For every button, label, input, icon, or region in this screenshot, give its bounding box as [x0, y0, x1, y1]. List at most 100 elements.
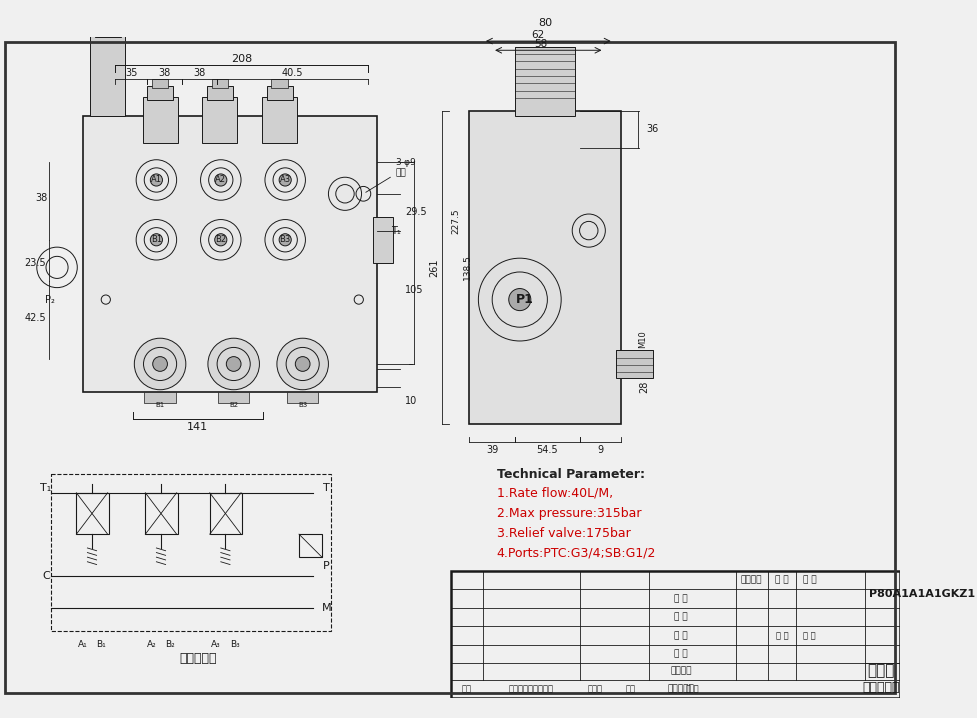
Text: 日期: 日期: [624, 684, 634, 694]
Bar: [148, 86, 173, 100]
Bar: [218, 391, 249, 403]
Circle shape: [150, 234, 162, 246]
Text: 141: 141: [187, 421, 208, 432]
Text: 208: 208: [231, 55, 252, 65]
Bar: [372, 217, 393, 263]
Bar: [616, 350, 653, 378]
Circle shape: [278, 234, 291, 246]
Bar: [207, 86, 233, 100]
Text: 54.5: 54.5: [536, 444, 558, 454]
Bar: [202, 97, 237, 143]
Text: 制 图: 制 图: [673, 612, 687, 622]
Circle shape: [278, 174, 291, 186]
Text: 1.Rate flow:40L/M,: 1.Rate flow:40L/M,: [496, 486, 613, 499]
Text: B2: B2: [215, 236, 226, 244]
Bar: [515, 47, 574, 116]
Text: A₁: A₁: [78, 640, 88, 649]
Text: 58: 58: [533, 39, 546, 49]
Text: 62: 62: [531, 29, 544, 39]
Text: 39: 39: [486, 444, 498, 454]
Text: 审 核: 审 核: [685, 684, 698, 694]
Bar: [469, 111, 620, 424]
Bar: [299, 534, 321, 557]
Text: A1: A1: [150, 175, 162, 185]
Text: 校 对: 校 对: [673, 649, 687, 658]
Text: 更改内容或版本依据: 更改内容或版本依据: [508, 684, 553, 694]
Text: B3: B3: [279, 236, 290, 244]
Bar: [211, 79, 228, 88]
Bar: [145, 391, 176, 403]
Text: 3.Relief valve:175bar: 3.Relief valve:175bar: [496, 527, 630, 540]
Circle shape: [295, 357, 310, 371]
Text: B3: B3: [298, 402, 307, 409]
Text: 38: 38: [193, 68, 205, 78]
Text: T: T: [322, 483, 329, 493]
Text: P80A1A1A1GKZ1: P80A1A1A1GKZ1: [869, 589, 974, 599]
Text: B₂: B₂: [165, 640, 175, 649]
Text: P1: P1: [515, 293, 532, 306]
Text: B1: B1: [150, 236, 162, 244]
Text: 29.5: 29.5: [404, 208, 426, 217]
Bar: [209, 493, 241, 534]
Text: 标准化检查: 标准化检查: [666, 684, 694, 694]
Text: 关 键: 关 键: [775, 631, 787, 640]
Circle shape: [150, 174, 162, 186]
Bar: [286, 391, 318, 403]
Text: 图样标记: 图样标记: [741, 576, 762, 584]
Text: B₃: B₃: [230, 640, 239, 649]
Bar: [76, 493, 108, 534]
Text: B₁: B₁: [96, 640, 106, 649]
Text: A₃: A₃: [211, 640, 221, 649]
Bar: [83, 116, 377, 391]
Text: B1: B1: [155, 402, 164, 409]
Text: A2: A2: [215, 175, 226, 185]
Text: 标记: 标记: [461, 684, 471, 694]
Text: B2: B2: [229, 402, 238, 409]
Text: 105: 105: [404, 285, 423, 295]
Text: 36: 36: [645, 124, 658, 134]
Text: T₁: T₁: [391, 225, 400, 236]
Text: M10: M10: [637, 330, 646, 348]
Bar: [151, 79, 168, 88]
Circle shape: [215, 234, 227, 246]
Text: 审 图: 审 图: [673, 631, 687, 640]
Text: 重 要: 重 要: [802, 631, 815, 640]
Bar: [271, 79, 287, 88]
Text: 比 例: 比 例: [802, 576, 816, 584]
Text: 23.5: 23.5: [24, 258, 46, 268]
Circle shape: [134, 338, 186, 390]
Text: 更改人: 更改人: [587, 684, 602, 694]
Bar: [146, 493, 178, 534]
Bar: [267, 86, 292, 100]
Text: 2.Max pressure:315bar: 2.Max pressure:315bar: [496, 506, 641, 520]
Bar: [51, 475, 331, 631]
Text: 35: 35: [125, 68, 137, 78]
Text: 重 量: 重 量: [775, 576, 788, 584]
Circle shape: [508, 289, 531, 311]
Text: 227.5: 227.5: [450, 208, 459, 234]
Bar: [90, 33, 125, 116]
Text: T₁: T₁: [40, 483, 52, 493]
Text: 38: 38: [35, 193, 48, 203]
Text: C: C: [42, 571, 50, 581]
Text: 工艺检查: 工艺检查: [669, 667, 691, 676]
Text: 40.5: 40.5: [281, 68, 303, 78]
Bar: [95, 19, 120, 37]
Text: 多路阀: 多路阀: [867, 663, 894, 678]
Text: Technical Parameter:: Technical Parameter:: [496, 468, 644, 481]
Text: 138.5: 138.5: [462, 254, 471, 280]
Text: 9: 9: [597, 444, 603, 454]
Circle shape: [152, 357, 167, 371]
Text: 10: 10: [404, 396, 416, 406]
Bar: [262, 97, 297, 143]
Text: 液压原理图: 液压原理图: [179, 652, 216, 665]
Bar: [143, 97, 178, 143]
Text: 261: 261: [429, 258, 439, 276]
Text: 3-φ9
通孔: 3-φ9 通孔: [365, 158, 416, 192]
Circle shape: [226, 357, 240, 371]
Text: M: M: [321, 603, 331, 612]
Circle shape: [208, 338, 259, 390]
Text: A₂: A₂: [147, 640, 156, 649]
Bar: [450, 571, 899, 698]
Text: 28: 28: [638, 381, 649, 393]
